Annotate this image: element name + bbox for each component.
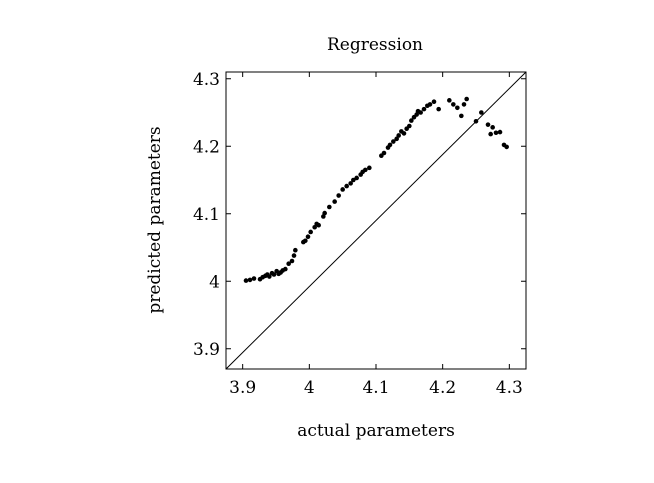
scatter-points (243, 96, 509, 283)
chart-title: Regression (327, 35, 423, 55)
scatter-point (340, 187, 345, 192)
scatter-point (427, 102, 433, 107)
x-tick-label: 4.2 (429, 378, 456, 398)
x-axis-ticks: 3.9 4 4.1 4.2 4.3 (229, 72, 523, 398)
scatter-point (418, 110, 423, 115)
x-tick-label: 4 (304, 378, 315, 398)
scatter-point (336, 193, 341, 198)
scatter-point (455, 105, 460, 111)
scatter-point (243, 278, 249, 283)
scatter-point (464, 96, 469, 102)
scatter-point (354, 175, 359, 181)
scatter-point (485, 122, 491, 127)
y-axis-label: predicted parameters (145, 126, 165, 313)
x-tick-label: 3.9 (229, 378, 256, 398)
y-tick-label: 3.9 (193, 340, 220, 360)
scatter-point (436, 106, 441, 112)
scatter-point (316, 222, 321, 228)
x-tick-label: 4.3 (496, 378, 523, 398)
y-tick-label: 4.2 (193, 137, 220, 157)
scatter-point (303, 238, 308, 244)
identity-reference-line (225, 71, 527, 370)
scatter-point (479, 110, 484, 115)
scatter-point (504, 144, 509, 150)
scatter-point (363, 167, 368, 173)
scatter-point (289, 258, 295, 264)
scatter-point (286, 261, 291, 267)
scatter-point (401, 131, 407, 136)
scatter-point (271, 272, 277, 277)
scatter-point (396, 133, 401, 138)
scatter-point (251, 276, 257, 281)
scatter-point (391, 139, 396, 144)
scatter-point (348, 181, 353, 186)
scatter-point (381, 150, 387, 156)
scatter-point (451, 102, 456, 107)
scatter-point (421, 106, 427, 112)
scatter-point (490, 125, 495, 130)
scatter-point (308, 229, 313, 235)
scatter-point (267, 274, 272, 279)
scatter-point (327, 204, 332, 210)
scatter-point (283, 266, 288, 272)
scatter-point (493, 130, 499, 136)
scatter-point (312, 224, 317, 230)
scatter-point (431, 99, 437, 104)
scatter-point (407, 123, 412, 129)
scatter-point (488, 131, 493, 137)
scatter-point (305, 234, 311, 239)
x-axis-label: actual parameters (297, 421, 455, 441)
scatter-point (291, 253, 297, 258)
scatter-point (322, 210, 327, 216)
scatter-point (473, 118, 479, 124)
scatter-point (293, 247, 298, 253)
scatter-point (461, 102, 467, 107)
scatter-point (351, 177, 356, 183)
scatter-point (344, 183, 349, 189)
scatter-point (459, 113, 464, 119)
y-tick-label: 4.3 (193, 70, 220, 90)
x-tick-label: 4.1 (362, 378, 389, 398)
scatter-point (387, 142, 393, 148)
y-axis-ticks: 3.9 4 4.1 4.2 4.3 (193, 70, 526, 360)
scatter-point (394, 136, 399, 142)
scatter-point (497, 129, 503, 135)
scatter-point (447, 98, 452, 103)
scatter-point (367, 165, 372, 171)
scatter-point (247, 277, 253, 283)
scatter-point (409, 118, 414, 123)
y-tick-label: 4.1 (193, 205, 220, 225)
scatter-point (332, 199, 337, 204)
y-tick-label: 4 (209, 272, 220, 292)
